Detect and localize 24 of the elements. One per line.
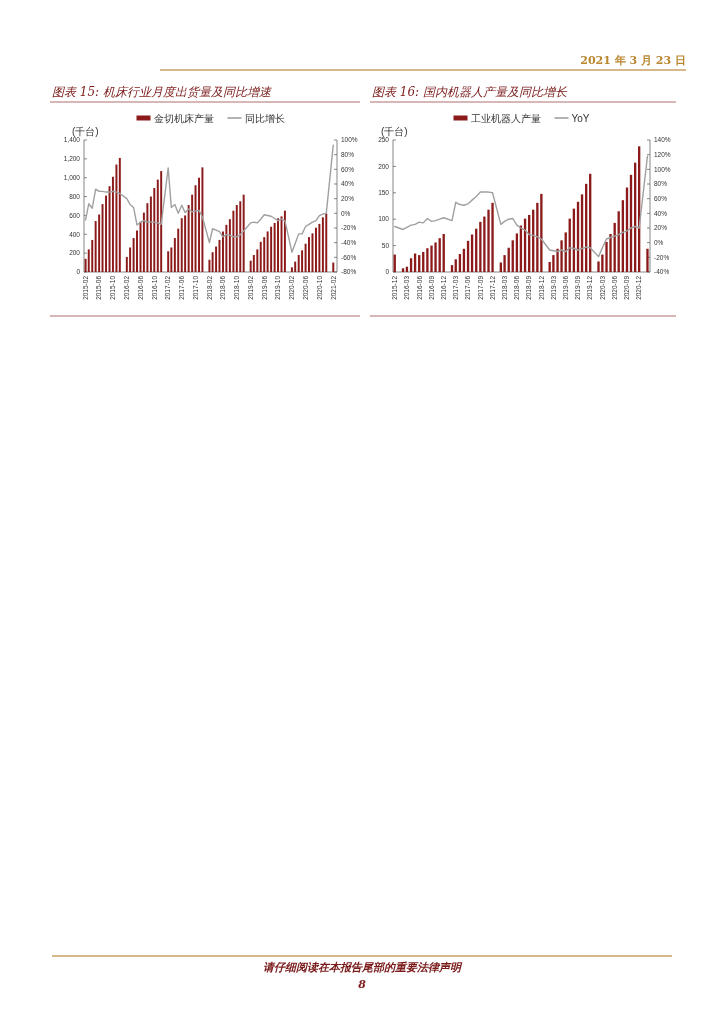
chart-title: 图表 15: 机床行业月度出货量及同比增速 [52,85,272,99]
y-axis-title: (千台) [381,126,408,137]
bar [430,245,433,272]
text: 8 [358,978,367,991]
line-series [84,144,334,253]
bar [434,242,437,272]
bar [560,240,563,272]
legend-label: 工业机器人产量 [470,112,541,124]
legend-label: 同比增长 [244,112,285,124]
text: 2021 年 3 月 23 日 [580,54,686,67]
bar [540,193,543,272]
bar [426,248,429,272]
bar [609,233,612,272]
line-series [394,155,649,258]
bar [479,221,482,272]
legend-label: YoY [571,112,590,124]
y-axis-title: (千台) [72,126,99,137]
text: 请仔细阅读在本报告尾部的重要法律声明 [263,961,463,974]
bar [646,248,649,272]
bar [491,202,494,272]
bar [503,255,506,272]
legend-label: 金切机床产量 [153,112,214,124]
chart-title: 图表 16: 国内机器人产量及同比增长 [372,85,568,99]
bar [454,259,457,272]
